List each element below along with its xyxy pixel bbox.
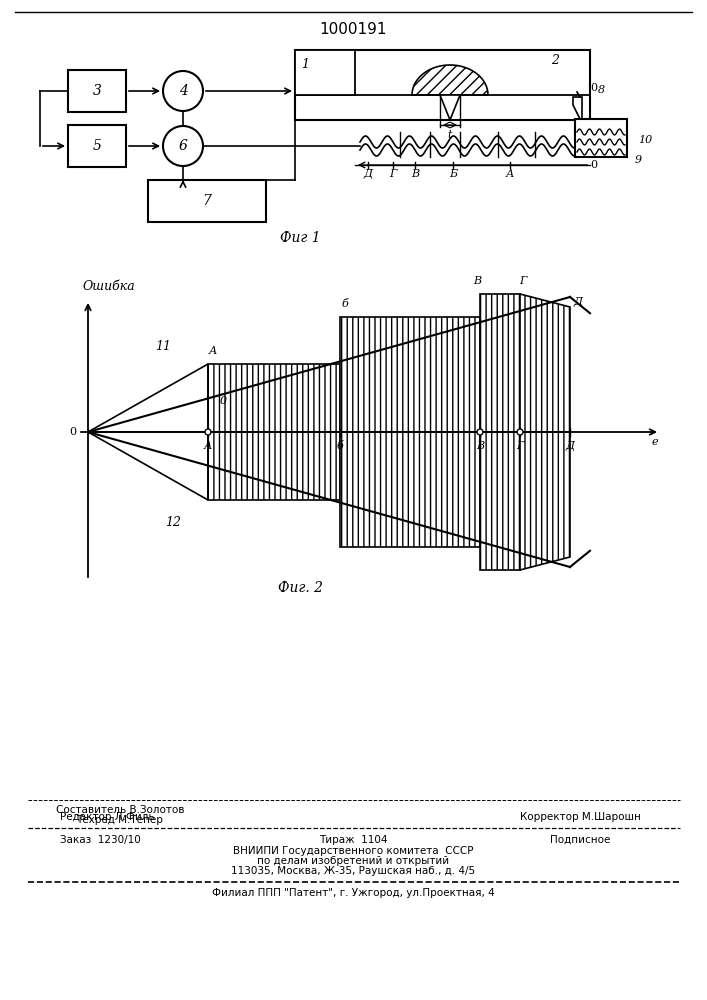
Polygon shape xyxy=(88,432,208,500)
Text: 0: 0 xyxy=(219,396,226,406)
Text: Тираж  1104: Тираж 1104 xyxy=(319,835,387,845)
Text: 4: 4 xyxy=(179,84,187,98)
Text: Заказ  1230/10: Заказ 1230/10 xyxy=(60,835,141,845)
Polygon shape xyxy=(88,364,208,432)
Bar xyxy=(148,180,266,222)
Text: 5: 5 xyxy=(93,139,101,153)
Text: Филиал ППП "Патент", г. Ужгород, ул.Проектная, 4: Филиал ППП "Патент", г. Ужгород, ул.Прое… xyxy=(211,888,494,898)
Circle shape xyxy=(517,429,523,435)
Bar xyxy=(68,70,126,112)
Circle shape xyxy=(205,429,211,435)
Text: 0: 0 xyxy=(590,83,597,93)
Text: Техред М.Тепер: Техред М.Тепер xyxy=(76,815,163,825)
Text: 6: 6 xyxy=(179,139,187,153)
Polygon shape xyxy=(520,432,570,570)
Polygon shape xyxy=(340,432,480,547)
Text: Редактор Л.Филь: Редактор Л.Филь xyxy=(60,812,155,822)
Circle shape xyxy=(477,429,483,435)
Bar xyxy=(575,119,627,157)
Bar xyxy=(295,50,355,95)
Text: Д: Д xyxy=(573,297,583,307)
Text: Составитель В.Золотов: Составитель В.Золотов xyxy=(56,805,185,815)
Text: t: t xyxy=(448,130,452,140)
Text: Д: Д xyxy=(363,169,373,179)
Text: 113035, Москва, Ж-35, Раушская наб., д. 4/5: 113035, Москва, Ж-35, Раушская наб., д. … xyxy=(231,866,475,876)
Text: 9: 9 xyxy=(635,155,642,165)
Polygon shape xyxy=(208,364,340,432)
Text: Г: Г xyxy=(516,441,524,451)
Text: 7: 7 xyxy=(203,194,211,208)
Text: 1: 1 xyxy=(301,57,309,70)
Text: 0: 0 xyxy=(69,427,76,437)
Text: Б: Б xyxy=(449,169,457,179)
Text: 2: 2 xyxy=(551,53,559,66)
Text: 3: 3 xyxy=(93,84,101,98)
Text: 1000191: 1000191 xyxy=(320,22,387,37)
Text: А: А xyxy=(209,346,217,356)
Text: Фиг. 2: Фиг. 2 xyxy=(278,581,322,595)
Polygon shape xyxy=(208,432,340,500)
Polygon shape xyxy=(573,97,582,119)
Text: В: В xyxy=(411,169,419,179)
Text: Г: Г xyxy=(390,169,397,179)
Polygon shape xyxy=(440,95,460,120)
Polygon shape xyxy=(480,294,520,432)
Polygon shape xyxy=(412,65,488,95)
Text: е: е xyxy=(652,437,658,447)
Text: 8: 8 xyxy=(598,85,605,95)
Bar xyxy=(295,50,590,120)
Text: 11: 11 xyxy=(155,340,171,353)
Text: б: б xyxy=(341,299,349,309)
Text: В: В xyxy=(473,276,481,286)
Text: Д: Д xyxy=(566,441,575,451)
Text: Подписное: Подписное xyxy=(550,835,610,845)
Text: по делам изобретений и открытий: по делам изобретений и открытий xyxy=(257,856,449,866)
Text: Г: Г xyxy=(520,276,527,286)
Text: Фиг 1: Фиг 1 xyxy=(280,231,320,245)
Polygon shape xyxy=(520,294,570,432)
Polygon shape xyxy=(480,432,520,570)
Text: Ошибка: Ошибка xyxy=(83,280,136,293)
Text: 10: 10 xyxy=(638,135,653,145)
Text: 0: 0 xyxy=(590,160,597,170)
Polygon shape xyxy=(340,317,480,432)
Text: А: А xyxy=(204,441,212,451)
Text: В: В xyxy=(476,441,484,451)
Text: ВНИИПИ Государственного комитета  СССР: ВНИИПИ Государственного комитета СССР xyxy=(233,846,473,856)
Text: А: А xyxy=(506,169,514,179)
Bar xyxy=(68,125,126,167)
Text: 12: 12 xyxy=(165,516,181,528)
Text: б: б xyxy=(337,441,344,451)
Text: Корректор М.Шарошн: Корректор М.Шарошн xyxy=(520,812,641,822)
